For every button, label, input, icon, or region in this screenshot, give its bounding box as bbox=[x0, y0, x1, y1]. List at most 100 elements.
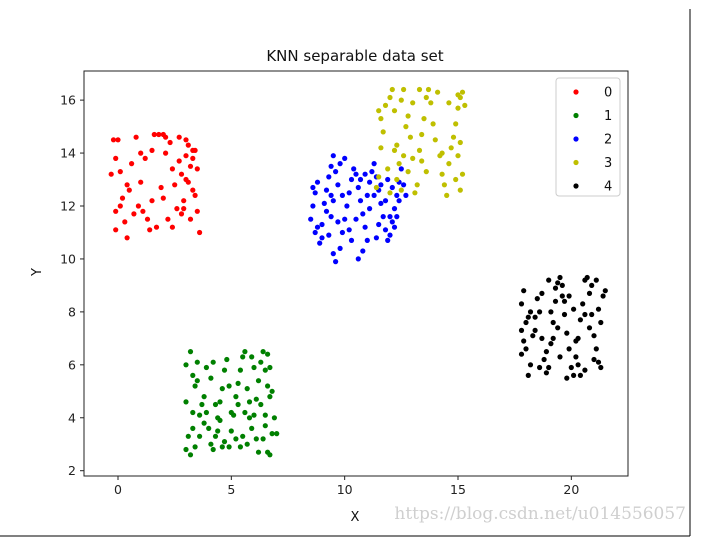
point-1-13 bbox=[201, 394, 207, 400]
point-2-0 bbox=[308, 216, 314, 222]
point-1-6 bbox=[190, 409, 196, 416]
point-1-17 bbox=[210, 446, 216, 453]
point-1-78 bbox=[210, 359, 216, 365]
point-4-53 bbox=[527, 309, 534, 315]
point-3-15 bbox=[405, 113, 411, 119]
point-0-22 bbox=[151, 131, 157, 138]
point-3-46 bbox=[457, 139, 463, 146]
point-2-52 bbox=[376, 221, 382, 228]
y-tick-label: 4 bbox=[68, 410, 76, 425]
point-4-69 bbox=[548, 309, 554, 315]
point-3-37 bbox=[444, 192, 450, 198]
point-4-42 bbox=[593, 277, 599, 283]
point-2-46 bbox=[394, 192, 400, 198]
series-0 bbox=[108, 131, 203, 241]
point-3-5 bbox=[382, 102, 389, 108]
point-2-63 bbox=[319, 235, 325, 241]
point-4-8 bbox=[530, 333, 536, 339]
point-4-36 bbox=[593, 346, 599, 352]
point-2-13 bbox=[335, 182, 341, 188]
point-2-62 bbox=[339, 192, 345, 198]
point-2-76 bbox=[310, 184, 316, 191]
point-3-39 bbox=[448, 145, 454, 151]
point-0-46 bbox=[190, 187, 196, 193]
point-3-20 bbox=[416, 147, 423, 153]
point-2-5 bbox=[317, 240, 323, 246]
point-1-8 bbox=[183, 446, 189, 453]
point-0-17 bbox=[140, 208, 146, 214]
point-0-44 bbox=[187, 216, 194, 222]
point-2-33 bbox=[355, 256, 361, 262]
point-3-14 bbox=[403, 124, 409, 130]
point-2-64 bbox=[394, 214, 400, 220]
point-1-61 bbox=[212, 401, 219, 408]
y-tick-label: 6 bbox=[68, 357, 76, 372]
point-2-72 bbox=[328, 192, 334, 198]
point-1-24 bbox=[217, 417, 223, 423]
point-0-3 bbox=[117, 169, 123, 175]
point-1-42 bbox=[255, 378, 262, 384]
point-3-9 bbox=[394, 142, 400, 148]
point-2-61 bbox=[353, 216, 359, 222]
point-2-7 bbox=[321, 200, 327, 206]
point-2-71 bbox=[373, 235, 379, 241]
point-4-47 bbox=[566, 293, 572, 299]
point-0-10 bbox=[124, 235, 130, 241]
point-1-22 bbox=[221, 367, 228, 373]
point-4-55 bbox=[564, 375, 570, 381]
point-3-27 bbox=[432, 137, 438, 143]
point-2-2 bbox=[312, 190, 318, 196]
point-4-21 bbox=[559, 293, 565, 299]
point-2-27 bbox=[355, 184, 361, 191]
point-0-55 bbox=[163, 134, 169, 140]
point-1-15 bbox=[206, 425, 212, 431]
point-4-34 bbox=[589, 311, 595, 318]
point-1-1 bbox=[187, 349, 194, 355]
point-2-26 bbox=[353, 171, 359, 177]
point-1-35 bbox=[246, 399, 253, 405]
point-4-52 bbox=[532, 327, 538, 333]
point-1-38 bbox=[244, 441, 250, 447]
point-1-41 bbox=[253, 396, 259, 402]
point-2-74 bbox=[382, 198, 389, 204]
point-0-40 bbox=[183, 153, 189, 159]
point-3-47 bbox=[455, 153, 461, 159]
y-tick-label: 16 bbox=[60, 93, 76, 108]
point-3-38 bbox=[446, 161, 452, 167]
point-0-50 bbox=[197, 229, 203, 236]
point-0-59 bbox=[190, 155, 196, 161]
point-3-17 bbox=[410, 155, 416, 161]
point-1-65 bbox=[233, 436, 239, 442]
watermark-text: https://blog.csdn.net/u014556057 bbox=[394, 504, 686, 524]
point-4-15 bbox=[546, 364, 552, 371]
point-4-9 bbox=[532, 314, 538, 320]
point-3-0 bbox=[373, 184, 379, 191]
point-3-35 bbox=[439, 171, 445, 177]
point-4-40 bbox=[602, 288, 608, 294]
y-tick-label: 10 bbox=[60, 251, 76, 266]
point-3-10 bbox=[396, 161, 402, 167]
x-tick-label: 0 bbox=[114, 482, 122, 497]
point-1-64 bbox=[228, 409, 234, 416]
point-4-59 bbox=[586, 325, 593, 331]
point-3-26 bbox=[430, 121, 436, 127]
point-0-57 bbox=[124, 182, 130, 188]
point-2-25 bbox=[351, 166, 357, 172]
point-1-47 bbox=[267, 394, 273, 400]
point-0-30 bbox=[167, 139, 173, 146]
point-3-33 bbox=[385, 166, 391, 172]
point-2-58 bbox=[401, 182, 407, 188]
point-4-33 bbox=[586, 290, 593, 296]
point-4-12 bbox=[539, 335, 545, 341]
point-4-68 bbox=[525, 314, 531, 320]
point-0-7 bbox=[113, 208, 119, 214]
point-4-66 bbox=[555, 325, 561, 331]
point-4-26 bbox=[571, 372, 577, 378]
point-1-55 bbox=[271, 415, 277, 421]
point-3-21 bbox=[419, 131, 425, 138]
point-1-73 bbox=[246, 415, 253, 421]
point-3-53 bbox=[423, 169, 429, 175]
point-0-1 bbox=[115, 137, 121, 143]
point-1-33 bbox=[242, 349, 248, 355]
